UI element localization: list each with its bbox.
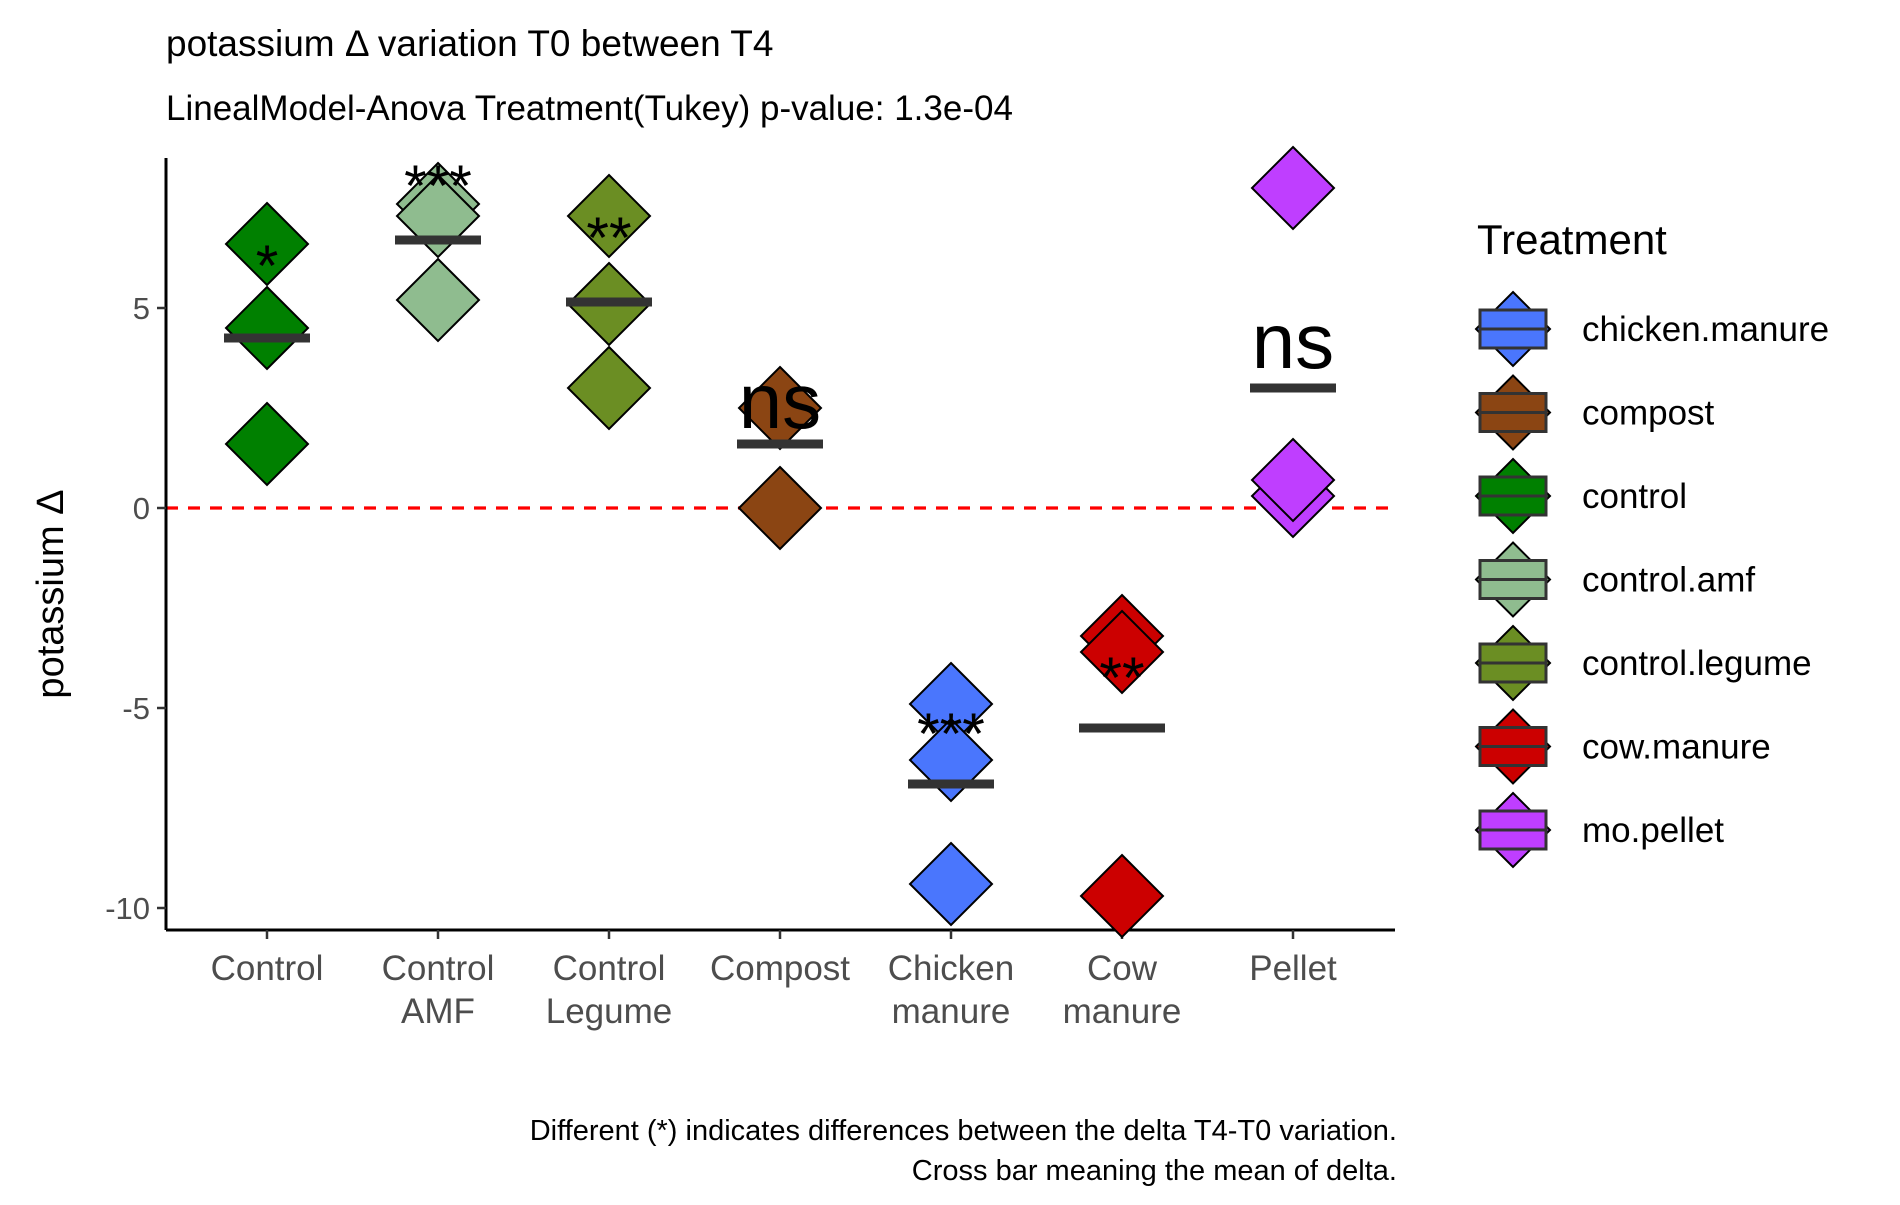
significance-label: *** [917,702,985,767]
significance-label: ns [739,357,821,445]
x-tick-label: Control [211,949,324,988]
data-point [566,345,652,431]
data-point [395,257,481,343]
legend-label: compost [1582,394,1715,433]
x-tick-label: Control [553,949,666,988]
x-tick-label: Compost [710,949,850,988]
x-tick-label: Chicken [888,949,1014,988]
x-tick-label: manure [1063,992,1182,1031]
data-point [1079,609,1165,695]
chart-title: potassium Δ variation T0 between T4 [166,23,773,64]
y-tick-label: -5 [122,691,150,726]
x-tick-label: AMF [401,992,475,1031]
caption-line: Cross bar meaning the mean of delta. [912,1155,1397,1187]
plot-area: -10 -5 0 5 Control Control AMF Control Legume Com… [105,145,1395,1031]
data-point [737,465,823,551]
data-point [1250,145,1336,231]
y-tick-label: 5 [133,291,150,326]
data-point [224,401,310,487]
x-tick-label: manure [892,992,1011,1031]
data-point [1079,853,1165,939]
legend-label: cow.manure [1582,728,1771,767]
data-point [224,201,310,287]
x-tick-label: Cow [1087,949,1158,988]
y-tick-label: -10 [105,891,150,926]
data-point [224,285,310,371]
chart-subtitle: LinealModel-Anova Treatment(Tukey) p-val… [166,89,1013,128]
data-point [737,365,823,451]
caption-line: Different (*) indicates differences betw… [530,1115,1397,1147]
legend-label: mo.pellet [1582,811,1724,850]
significance-label: ** [586,206,631,271]
data-point [908,841,994,927]
legend-label: control [1582,477,1687,516]
y-tick-label: 0 [133,491,150,526]
legend-label: control.legume [1582,644,1812,683]
data-point [566,173,652,259]
legend: chicken.manure compost control control.amf c… [1474,290,1829,869]
significance-label: * [256,234,279,299]
legend-label: control.amf [1582,561,1755,600]
data-point [1250,437,1336,523]
x-tick-label: Pellet [1249,949,1337,988]
legend-label: chicken.manure [1582,310,1829,349]
x-tick-label: Legume [546,992,672,1031]
y-axis-label: potassium Δ [30,489,72,698]
legend-title: Treatment [1477,216,1667,263]
significance-label: ns [1252,297,1334,385]
significance-label: ** [1099,646,1144,711]
significance-label: *** [404,154,472,219]
x-tick-label: Control [382,949,495,988]
